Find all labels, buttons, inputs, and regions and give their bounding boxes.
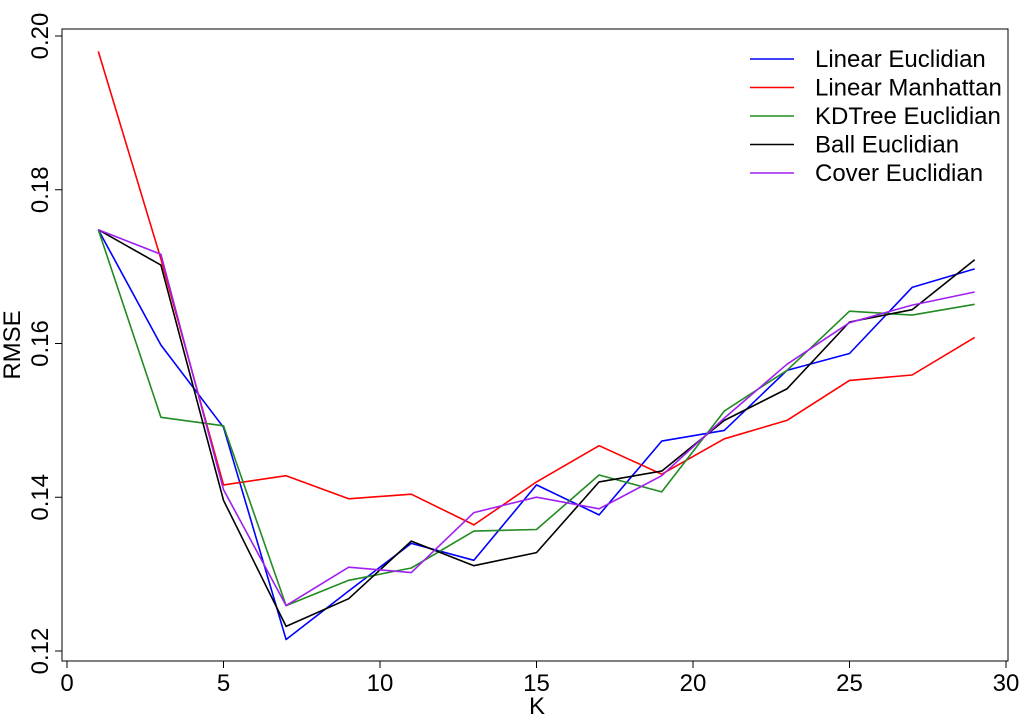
y-axis-label: RMSE <box>0 310 26 379</box>
x-tick-label: 5 <box>217 670 230 697</box>
plot-frame <box>61 28 1009 662</box>
y-tick-label: 0.18 <box>27 166 54 213</box>
x-tick-label: 15 <box>523 670 550 697</box>
legend-item: Cover Euclidian <box>750 160 983 187</box>
legend-item: KDTree Euclidian <box>750 103 1001 130</box>
x-tick-label: 10 <box>367 670 394 697</box>
x-tick-label: 25 <box>836 670 863 697</box>
y-tick-label: 0.20 <box>27 13 54 60</box>
y-tick-label: 0.12 <box>27 628 54 675</box>
x-tick-label: 0 <box>60 670 73 697</box>
series-line-2 <box>97 51 976 526</box>
y-tick-label: 0.16 <box>27 320 54 367</box>
series-line-1 <box>97 229 975 641</box>
legend-label: Linear Euclidian <box>815 46 986 73</box>
x-tick-label: 20 <box>680 670 707 697</box>
series-line-4 <box>97 229 976 628</box>
legend-label: KDTree Euclidian <box>815 103 1001 130</box>
y-axis: 0.12 0.14 0.16 0.18 0.20 <box>27 13 62 675</box>
legend-label: Linear Manhattan <box>815 75 1002 102</box>
x-axis-label: K <box>529 693 545 720</box>
x-axis: 0 5 10 15 20 25 30 <box>60 661 1019 697</box>
legend-label: Cover Euclidian <box>815 160 983 187</box>
y-tick-label: 0.14 <box>27 474 54 521</box>
legend-item: Linear Euclidian <box>750 46 986 73</box>
x-tick-label: 30 <box>993 670 1020 697</box>
legend-item: Linear Manhattan <box>750 75 1002 102</box>
legend-label: Ball Euclidian <box>815 132 959 159</box>
legend-item: Ball Euclidian <box>750 132 959 159</box>
series-line-5 <box>98 228 975 607</box>
series-line-3 <box>97 229 975 607</box>
series-layer <box>97 51 976 641</box>
